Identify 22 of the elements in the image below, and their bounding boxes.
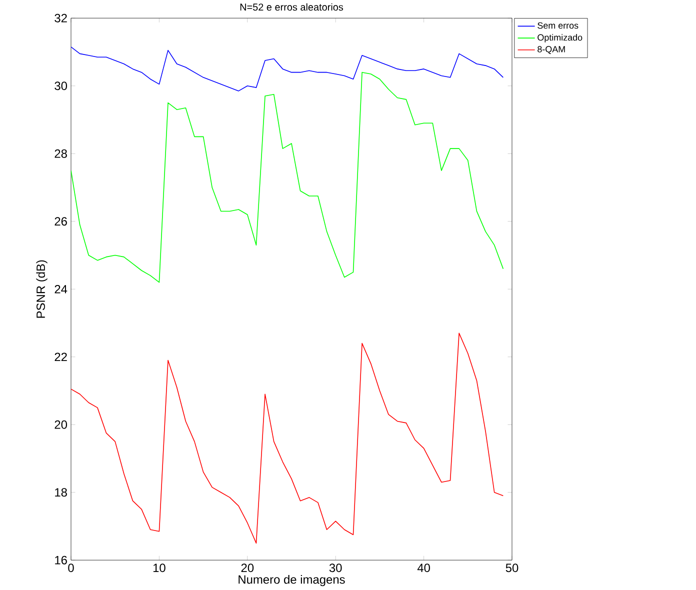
x-tick-label: 20 <box>241 564 254 572</box>
x-tick-label: 0 <box>68 564 74 572</box>
y-tick-label: 16 <box>55 556 67 564</box>
x-tick-label: 10 <box>153 564 166 572</box>
legend-label: Sem erros <box>538 22 578 29</box>
y-tick-label: 30 <box>54 82 68 90</box>
x-tick-label: 40 <box>417 564 430 572</box>
y-tick-label: 20 <box>54 420 68 429</box>
x-tick-label: 50 <box>506 564 518 572</box>
line-series <box>71 72 504 283</box>
y-tick-label: 24 <box>54 284 68 294</box>
legend-label: Optimizado <box>538 34 582 42</box>
y-tick-label: 26 <box>54 217 67 226</box>
y-tick-label: 22 <box>54 352 67 361</box>
x-tick-label: 30 <box>329 564 342 572</box>
y-tick-label: 18 <box>55 488 67 497</box>
y-axis-title: PSNR (dB) <box>36 260 48 318</box>
y-tick-label: 28 <box>54 149 67 158</box>
x-axis-title: Numero de imagens <box>238 574 345 586</box>
legend-label: 8-QAM <box>538 46 565 54</box>
y-tick-label: 32 <box>54 14 67 22</box>
chart-title: N=52 e erros aleatorios <box>240 3 344 11</box>
